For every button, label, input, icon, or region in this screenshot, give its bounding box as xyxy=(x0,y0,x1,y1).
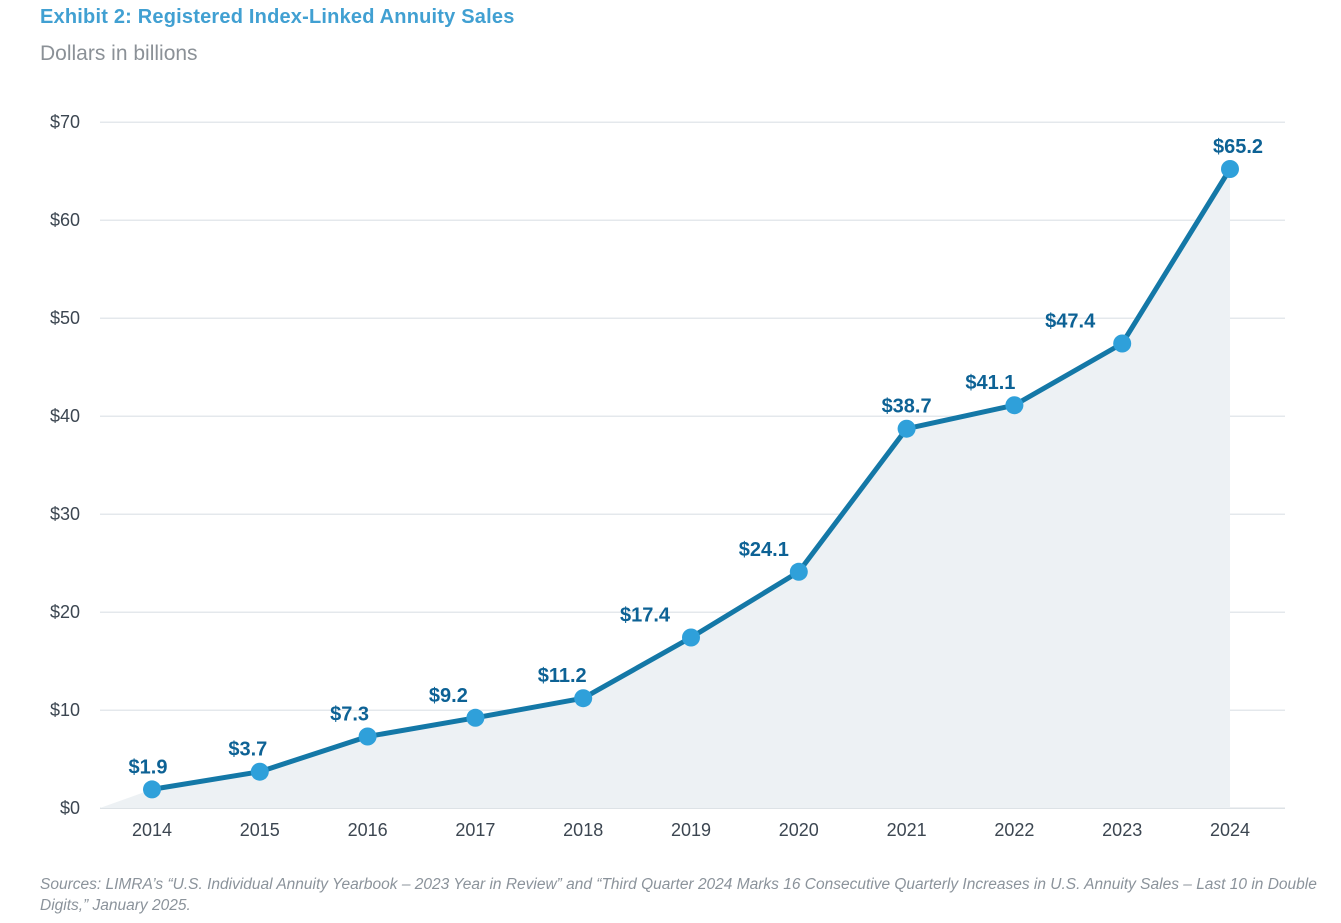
x-tick-2015: 2015 xyxy=(240,820,280,840)
data-label-2016: $7.3 xyxy=(330,704,369,726)
data-point-2018 xyxy=(574,689,593,708)
chart-subtitle: Dollars in billions xyxy=(40,42,198,65)
data-point-2015 xyxy=(250,762,269,781)
x-tick-2021: 2021 xyxy=(887,820,927,840)
y-tick-$40: $40 xyxy=(50,406,80,426)
data-point-2022 xyxy=(1005,396,1024,415)
data-point-markers xyxy=(143,160,1239,799)
x-tick-2023: 2023 xyxy=(1102,820,1142,840)
data-label-2023: $47.4 xyxy=(1045,311,1096,333)
source-note: Sources: LIMRA’s “U.S. Individual Annuit… xyxy=(40,876,1317,914)
x-tick-2024: 2024 xyxy=(1210,820,1250,840)
data-label-2021: $38.7 xyxy=(882,396,932,418)
area-fill-path xyxy=(100,169,1230,808)
y-tick-$20: $20 xyxy=(50,602,80,622)
data-point-2014 xyxy=(143,780,161,799)
exhibit-title: Exhibit 2: Registered Index-Linked Annui… xyxy=(40,6,515,28)
data-point-2023 xyxy=(1113,334,1132,353)
y-tick-$30: $30 xyxy=(50,504,80,524)
data-label-2024: $65.2 xyxy=(1213,136,1263,158)
data-label-2022: $41.1 xyxy=(965,372,1015,394)
data-label-2015: $3.7 xyxy=(228,739,267,761)
x-tick-2014: 2014 xyxy=(132,820,172,840)
y-tick-$70: $70 xyxy=(50,112,80,132)
data-label-2020: $24.1 xyxy=(739,539,789,561)
data-point-2019 xyxy=(682,628,700,647)
y-tick-$50: $50 xyxy=(50,308,80,328)
x-tick-2018: 2018 xyxy=(563,820,603,840)
area-fill xyxy=(100,169,1230,808)
y-tick-$10: $10 xyxy=(50,700,80,720)
y-tick-$60: $60 xyxy=(50,210,80,230)
data-label-2017: $9.2 xyxy=(429,685,468,707)
x-tick-2020: 2020 xyxy=(779,820,819,840)
data-label-2018: $11.2 xyxy=(538,665,587,687)
data-label-2014: $1.9 xyxy=(129,756,168,778)
x-axis-labels: 2014 2015 2016 2017 2018 2019 2020 2021 2022 2023… xyxy=(132,820,1250,840)
y-tick-$0: $0 xyxy=(60,798,80,818)
data-labels: $1.9 $3.7 $7.3 $9.2 $11.2 $17.4 $24.1 $38.7 $41.… xyxy=(129,136,1264,778)
x-tick-2022: 2022 xyxy=(994,820,1034,840)
data-point-2016 xyxy=(358,727,377,746)
y-axis-labels: $0 $10 $20 $30 $40 $50 $60 $70 xyxy=(50,112,80,818)
x-tick-2019: 2019 xyxy=(671,820,711,840)
data-label-2019: $17.4 xyxy=(620,605,671,627)
x-tick-2017: 2017 xyxy=(455,820,495,840)
data-point-2021 xyxy=(897,419,916,438)
x-tick-2016: 2016 xyxy=(348,820,388,840)
data-point-2020 xyxy=(789,562,808,581)
data-point-2017 xyxy=(466,708,485,727)
data-point-2024 xyxy=(1221,160,1239,178)
